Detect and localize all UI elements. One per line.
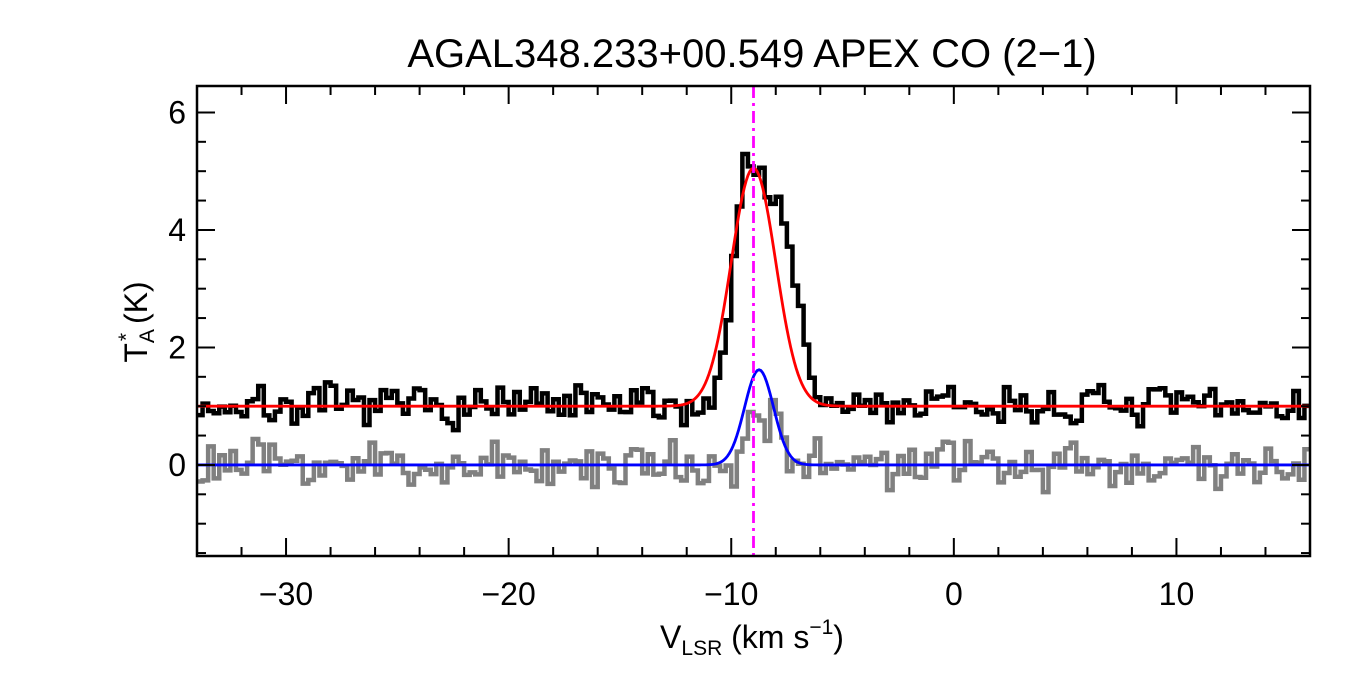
y-tick-label: 4 (168, 212, 186, 248)
chart-title: AGAL348.233+00.549 APEX CO (2−1) (407, 32, 1096, 76)
x-tick-label: −10 (704, 576, 758, 612)
y-axis-label: TA* (K) (115, 281, 159, 362)
y-tick-labels: 0 2 4 6 (168, 94, 186, 483)
x-tick-label: −30 (259, 576, 313, 612)
plot-area (197, 86, 1310, 556)
x-tick-label: 10 (1159, 576, 1195, 612)
y-tick-label: 6 (168, 94, 186, 130)
y-tick-label: 0 (168, 447, 186, 483)
x-tick-label: −20 (481, 576, 535, 612)
plot-frame (195, 84, 1312, 558)
x-axis-label: VLSR (km s−1) (660, 616, 844, 660)
axis-ticks (196, 86, 1311, 556)
x-tick-labels: −30 −20 −10 0 10 (259, 576, 1194, 612)
y-tick-label: 2 (168, 329, 186, 365)
gaussian-fit-series-3 (197, 368, 1310, 467)
x-tick-label: 0 (945, 576, 963, 612)
